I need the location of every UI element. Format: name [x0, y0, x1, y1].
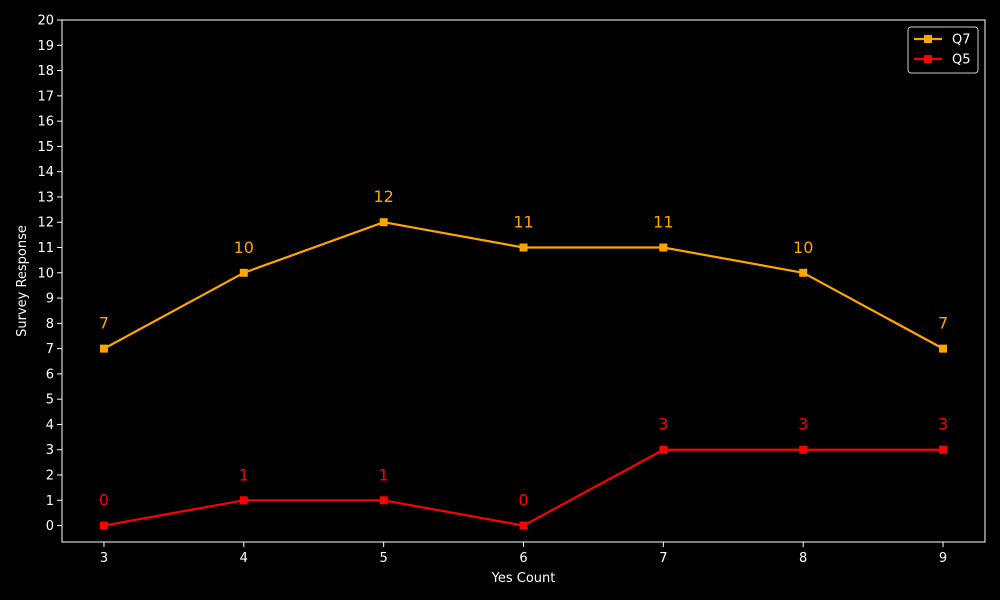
data-point — [659, 445, 668, 454]
y-tick-label: 13 — [37, 190, 54, 205]
series-Q5: 0 1 1 0 3 3 3 — [99, 415, 948, 530]
y-tick-label: 0 — [46, 519, 54, 534]
data-point — [519, 243, 528, 252]
y-tick-label: 1 — [46, 494, 54, 509]
y-tick-label: 9 — [46, 292, 54, 307]
y-tick-label: 18 — [37, 64, 54, 79]
data-label: 7 — [99, 314, 109, 333]
data-label: 1 — [239, 465, 249, 484]
x-tick-label: 6 — [519, 551, 527, 566]
y-tick-label: 6 — [46, 367, 54, 382]
data-point — [659, 243, 668, 252]
y-tick-label: 20 — [37, 14, 54, 29]
x-tick-label: 3 — [100, 551, 108, 566]
y-tick-label: 10 — [37, 266, 54, 281]
y-tick-label: 3 — [46, 443, 54, 458]
data-label: 3 — [938, 415, 948, 434]
legend-label: Q5 — [952, 53, 971, 68]
y-tick-label: 19 — [37, 39, 54, 54]
data-label: 7 — [938, 314, 948, 333]
x-tick-label: 8 — [799, 551, 807, 566]
y-tick-label: 14 — [37, 165, 54, 180]
data-label: 0 — [99, 491, 109, 510]
y-tick-label: 17 — [37, 89, 54, 104]
plot-frame — [61, 19, 986, 543]
data-label: 3 — [798, 415, 808, 434]
y-axis-title: Survey Response — [15, 225, 30, 337]
data-point — [939, 445, 948, 454]
series-Q7: 7 10 12 11 11 10 7 — [99, 187, 948, 353]
y-tick-label: 4 — [46, 418, 54, 433]
y-tick-label: 5 — [46, 393, 54, 408]
data-point — [379, 496, 388, 505]
x-axis-title: Yes Count — [491, 571, 556, 586]
legend-swatch-marker — [924, 55, 932, 63]
legend-item-Q7: Q7 — [914, 33, 971, 48]
x-tick-label: 4 — [240, 551, 248, 566]
legend-label: Q7 — [952, 33, 971, 48]
legend-item-Q5: Q5 — [914, 53, 971, 68]
data-label: 0 — [518, 491, 528, 510]
data-label: 11 — [653, 213, 673, 232]
data-point — [519, 521, 528, 530]
data-label: 11 — [513, 213, 533, 232]
data-point — [99, 521, 108, 530]
x-tick-label: 7 — [659, 551, 667, 566]
data-label: 10 — [793, 238, 813, 257]
data-point — [799, 268, 808, 277]
x-tick-label: 9 — [939, 551, 947, 566]
y-tick-label: 7 — [46, 342, 54, 357]
data-point — [939, 344, 948, 353]
data-point — [239, 268, 248, 277]
data-point — [799, 445, 808, 454]
y-tick-label: 11 — [37, 241, 54, 256]
y-tick-label: 16 — [37, 115, 54, 130]
y-tick-label: 12 — [37, 216, 54, 231]
x-axis: 3 4 5 6 7 8 9 — [100, 542, 947, 566]
x-tick-label: 5 — [380, 551, 388, 566]
y-tick-label: 15 — [37, 140, 54, 155]
data-point — [99, 344, 108, 353]
data-label: 3 — [658, 415, 668, 434]
y-tick-label: 8 — [46, 317, 54, 332]
legend-swatch-marker — [924, 35, 932, 43]
data-label: 1 — [379, 465, 389, 484]
data-label: 10 — [234, 238, 254, 257]
y-tick-label: 2 — [46, 469, 54, 484]
data-point — [239, 496, 248, 505]
data-point — [379, 218, 388, 227]
data-label: 12 — [373, 187, 393, 206]
